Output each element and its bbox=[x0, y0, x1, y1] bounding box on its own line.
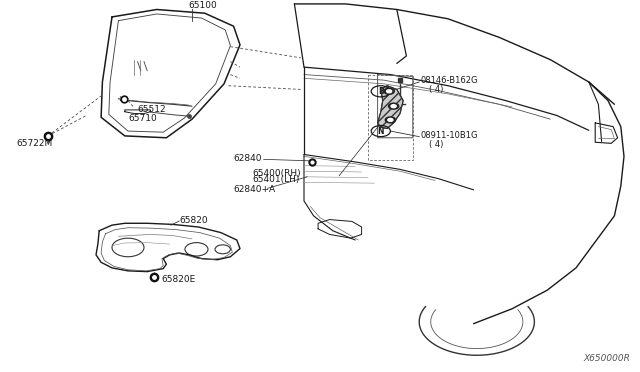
Text: 08146-B162G: 08146-B162G bbox=[420, 76, 478, 85]
Circle shape bbox=[384, 88, 394, 94]
Text: 65400(RH): 65400(RH) bbox=[253, 169, 301, 177]
Text: 65820: 65820 bbox=[179, 216, 208, 225]
Text: 65100: 65100 bbox=[189, 1, 218, 10]
Circle shape bbox=[388, 118, 393, 121]
Text: 62840+A: 62840+A bbox=[234, 185, 276, 193]
Circle shape bbox=[388, 103, 399, 109]
Text: 08911-10B1G: 08911-10B1G bbox=[420, 131, 478, 140]
Text: X650000R: X650000R bbox=[584, 354, 630, 363]
Text: ( 4): ( 4) bbox=[429, 140, 443, 148]
Text: 65401(LH): 65401(LH) bbox=[253, 175, 300, 184]
Circle shape bbox=[385, 117, 396, 123]
Text: 65710: 65710 bbox=[128, 114, 157, 123]
Circle shape bbox=[387, 90, 392, 93]
Text: ( 4): ( 4) bbox=[429, 85, 443, 94]
Text: N: N bbox=[378, 126, 384, 135]
Text: 62840: 62840 bbox=[234, 154, 262, 163]
Text: 65820E: 65820E bbox=[161, 275, 196, 284]
Polygon shape bbox=[378, 86, 403, 128]
Text: B: B bbox=[378, 87, 383, 96]
Text: 65512: 65512 bbox=[138, 105, 166, 114]
Text: 65722M: 65722M bbox=[16, 139, 52, 148]
Circle shape bbox=[391, 105, 396, 108]
